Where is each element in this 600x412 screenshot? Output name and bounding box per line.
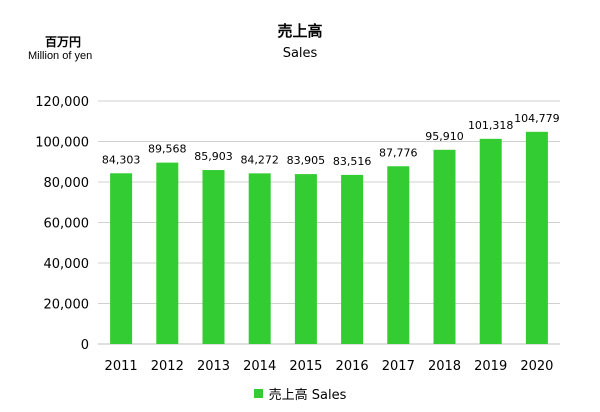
x-tick-label: 2014	[243, 359, 276, 374]
legend-label: 売上高 Sales	[268, 388, 347, 403]
x-tick-label: 2016	[336, 359, 369, 374]
data-label: 104,779	[514, 112, 560, 125]
bar	[156, 162, 179, 344]
x-tick-label: 2011	[105, 359, 138, 374]
data-label: 84,272	[240, 153, 279, 166]
y-tick-label: 100,000	[35, 136, 89, 151]
data-label: 85,903	[194, 150, 233, 163]
bar	[341, 174, 364, 344]
x-tick-label: 2019	[474, 359, 507, 374]
bar	[110, 173, 133, 344]
bar	[294, 174, 317, 344]
y-tick-label: 60,000	[44, 217, 90, 232]
x-tick-label: 2020	[520, 359, 553, 374]
chart-subtitle: Sales	[282, 46, 318, 61]
y-tick-label: 20,000	[44, 298, 90, 313]
chart-title: 売上高	[277, 22, 323, 40]
x-tick-label: 2012	[151, 359, 184, 374]
bar	[387, 166, 410, 344]
data-label: 101,318	[468, 119, 514, 132]
x-tick-label: 2015	[289, 359, 322, 374]
x-tick-label: 2017	[382, 359, 415, 374]
x-tick-label: 2013	[197, 359, 230, 374]
unit-label-jp: 百万円	[45, 35, 82, 49]
data-label: 87,776	[379, 146, 418, 159]
bar	[433, 149, 456, 344]
bar	[248, 173, 271, 344]
data-label: 83,905	[287, 154, 326, 167]
y-tick-label: 120,000	[35, 95, 89, 110]
data-label: 95,910	[425, 130, 464, 143]
y-tick-label: 40,000	[44, 257, 90, 272]
legend-swatch	[253, 389, 263, 398]
x-tick-label: 2018	[428, 359, 461, 374]
data-label: 84,303	[102, 153, 141, 166]
data-label: 89,568	[148, 143, 187, 156]
unit-label-en: Million of yen	[28, 50, 93, 62]
y-tick-label: 80,000	[44, 176, 90, 191]
y-tick-label: 0	[81, 338, 89, 353]
data-label: 83,516	[333, 155, 372, 168]
bar	[525, 131, 548, 344]
bar	[479, 138, 502, 344]
bar	[202, 170, 225, 344]
legend: 売上高 Sales	[0, 384, 600, 403]
